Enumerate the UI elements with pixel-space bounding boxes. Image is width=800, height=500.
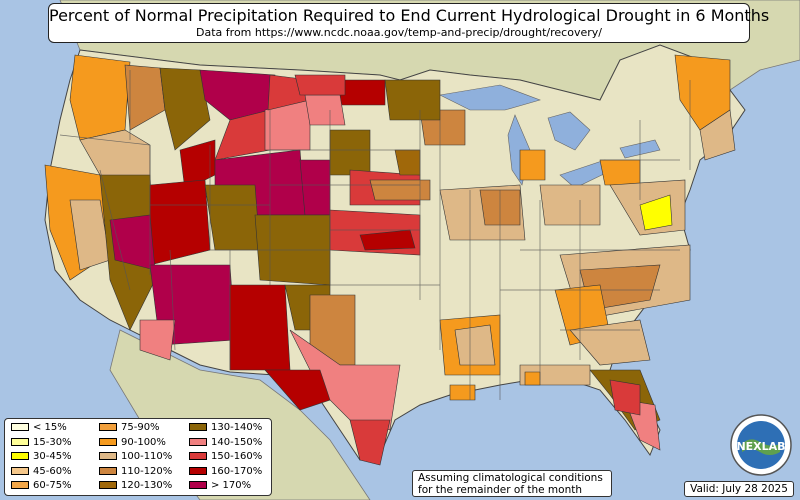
legend-label: 140-150% — [211, 436, 263, 448]
legend-label: < 15% — [33, 422, 67, 433]
drought-region — [539, 184, 601, 226]
legend-item: 45-60% — [11, 466, 72, 478]
legend: < 15% 15-30% 30-45% 45-60% 60-75% 75-90% 90-10… — [4, 418, 272, 496]
legend-swatch — [189, 452, 207, 460]
legend-label: 30-45% — [33, 451, 72, 462]
legend-label: 100-110% — [121, 451, 173, 462]
legend-swatch — [99, 437, 117, 446]
title-panel: Percent of Normal Precipitation Required… — [48, 3, 770, 43]
legend-item: 60-75% — [11, 480, 72, 492]
legend-label: 90-100% — [121, 436, 166, 448]
legend-swatch — [99, 423, 117, 431]
legend-swatch — [11, 466, 29, 475]
legend-label: 130-140% — [211, 422, 263, 433]
map-subtitle: Data from https://www.ncdc.noaa.gov/temp… — [196, 26, 602, 39]
drought-region — [359, 229, 416, 251]
legend-swatch — [99, 466, 117, 475]
legend-label: 60-75% — [33, 480, 72, 491]
legend-swatch — [189, 466, 207, 475]
legend-item: 100-110% — [99, 451, 172, 463]
legend-item: 130-140% — [189, 422, 262, 434]
legend-swatch — [189, 437, 207, 446]
logo-text: NEXLAB — [736, 440, 785, 453]
note-line-1: Assuming climatological conditions — [418, 472, 603, 484]
drought-region — [339, 79, 386, 106]
drought-region — [639, 194, 673, 231]
legend-label: 110-120% — [121, 465, 173, 477]
legend-swatch — [11, 423, 29, 431]
drought-region — [299, 159, 331, 216]
nexlab-logo-icon: NEXLAB — [730, 414, 792, 476]
drought-region — [599, 159, 641, 186]
valid-date: Valid: July 28 2025 — [684, 481, 794, 497]
legend-item: 120-130% — [99, 480, 172, 492]
drought-region — [294, 74, 346, 96]
drought-region — [449, 384, 476, 401]
drought-region — [609, 379, 641, 416]
note-line-2: for the remainder of the month — [418, 484, 583, 496]
drought-region — [329, 129, 371, 176]
legend-item: 140-150% — [189, 437, 262, 449]
legend-item: < 15% — [11, 422, 67, 434]
legend-swatch — [99, 452, 117, 460]
legend-item: 15-30% — [11, 437, 72, 449]
drought-region — [69, 54, 131, 141]
legend-item: 110-120% — [99, 466, 172, 478]
legend-swatch — [189, 423, 207, 431]
drought-region — [519, 149, 546, 181]
legend-label: 75-90% — [121, 422, 160, 433]
legend-item: > 170% — [189, 480, 251, 492]
drought-region — [159, 67, 211, 151]
drought-region — [384, 79, 441, 121]
drought-region — [149, 179, 211, 266]
assumption-note: Assuming climatological conditions for t… — [412, 470, 612, 497]
drought-region — [229, 284, 291, 371]
legend-label: 45-60% — [33, 465, 72, 477]
legend-label: 15-30% — [33, 436, 72, 448]
drought-region — [699, 109, 736, 161]
legend-label: 120-130% — [121, 480, 173, 491]
drought-region — [569, 319, 651, 366]
drought-region — [349, 419, 391, 466]
legend-swatch — [11, 481, 29, 489]
state-borders — [59, 70, 691, 400]
map-title: Percent of Normal Precipitation Required… — [49, 6, 770, 25]
drought-region — [264, 369, 331, 411]
legend-swatch — [11, 437, 29, 446]
drought-region — [369, 179, 431, 201]
drought-regions — [44, 54, 736, 466]
drought-region — [304, 94, 346, 126]
drought-region — [454, 324, 496, 366]
legend-item: 75-90% — [99, 422, 160, 434]
legend-item: 30-45% — [11, 451, 72, 463]
legend-item: 160-170% — [189, 466, 262, 478]
legend-swatch — [11, 452, 29, 460]
drought-region — [204, 184, 261, 251]
legend-swatch — [189, 481, 207, 489]
legend-swatch — [99, 481, 117, 489]
drought-region — [139, 319, 176, 361]
legend-label: 160-170% — [211, 465, 263, 477]
legend-label: 150-160% — [211, 451, 263, 462]
drought-region — [524, 371, 541, 386]
legend-label: > 170% — [211, 480, 252, 491]
legend-item: 90-100% — [99, 437, 166, 449]
legend-item: 150-160% — [189, 451, 262, 463]
